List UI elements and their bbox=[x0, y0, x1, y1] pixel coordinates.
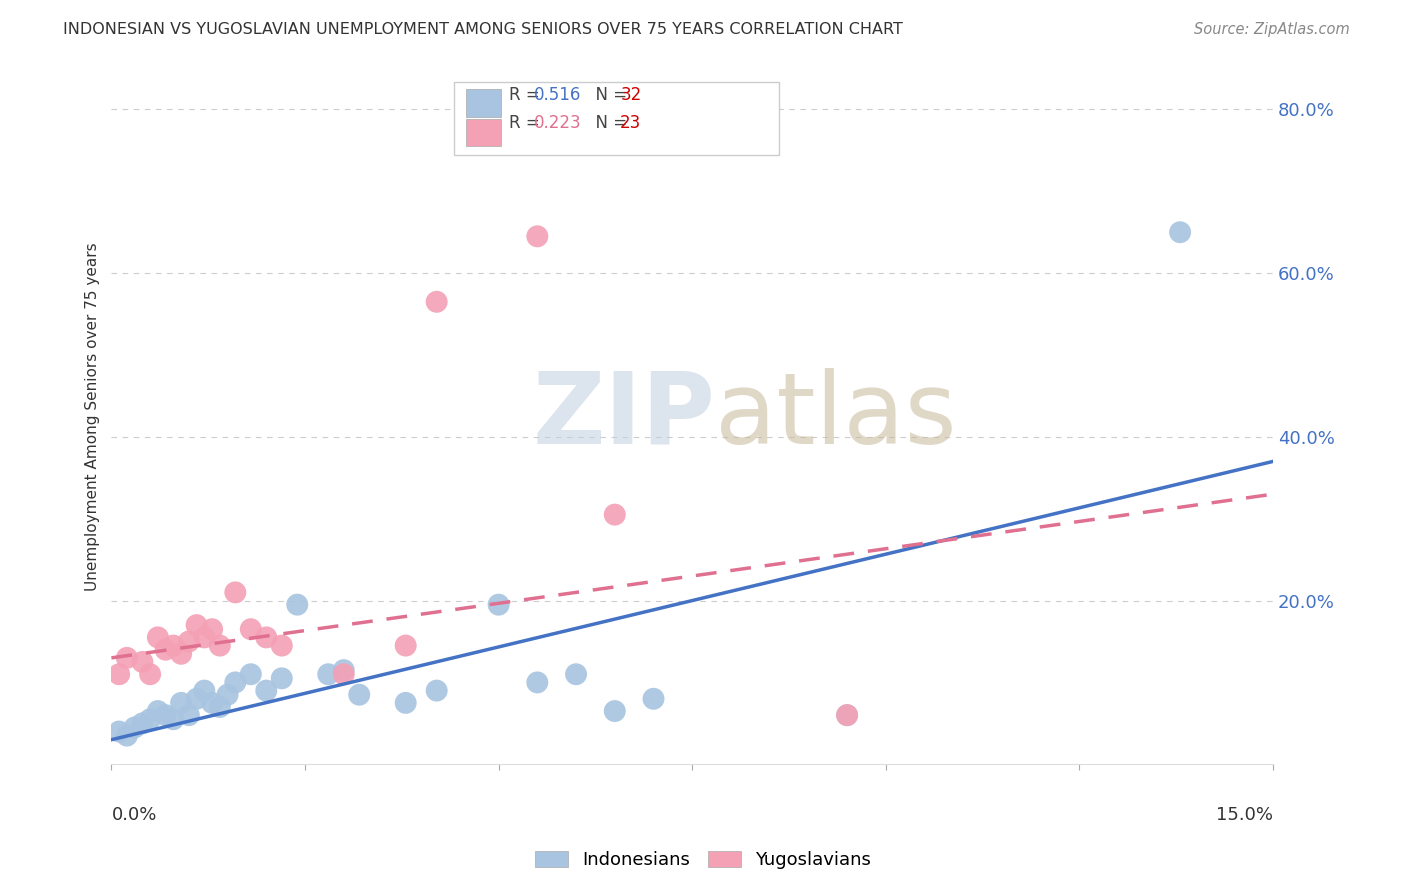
Point bbox=[201, 622, 224, 636]
Text: Source: ZipAtlas.com: Source: ZipAtlas.com bbox=[1194, 22, 1350, 37]
Point bbox=[193, 683, 215, 698]
Point bbox=[316, 667, 339, 681]
FancyBboxPatch shape bbox=[465, 89, 501, 117]
Point bbox=[565, 667, 588, 681]
Point bbox=[285, 598, 308, 612]
Point bbox=[488, 598, 510, 612]
Point bbox=[239, 622, 262, 636]
Point bbox=[254, 631, 277, 645]
Point bbox=[208, 700, 231, 714]
Point bbox=[186, 691, 208, 706]
Point bbox=[193, 631, 215, 645]
Point bbox=[426, 294, 449, 309]
Point bbox=[643, 691, 665, 706]
Text: ZIP: ZIP bbox=[533, 368, 716, 465]
Point bbox=[332, 663, 354, 677]
Point bbox=[155, 708, 177, 723]
Text: 0.516: 0.516 bbox=[534, 86, 582, 103]
Text: N =: N = bbox=[585, 114, 633, 132]
Text: R =: R = bbox=[509, 86, 544, 103]
Point bbox=[208, 639, 231, 653]
Point bbox=[332, 667, 354, 681]
Point bbox=[186, 618, 208, 632]
Point bbox=[177, 708, 200, 723]
FancyBboxPatch shape bbox=[465, 119, 501, 146]
Point bbox=[115, 729, 138, 743]
Point bbox=[177, 634, 200, 648]
Point bbox=[224, 585, 246, 599]
Point bbox=[139, 667, 162, 681]
Point bbox=[155, 642, 177, 657]
Text: INDONESIAN VS YUGOSLAVIAN UNEMPLOYMENT AMONG SENIORS OVER 75 YEARS CORRELATION C: INDONESIAN VS YUGOSLAVIAN UNEMPLOYMENT A… bbox=[63, 22, 903, 37]
Point bbox=[131, 655, 153, 669]
Point bbox=[426, 683, 449, 698]
Point bbox=[270, 671, 292, 685]
Point bbox=[395, 639, 418, 653]
Point bbox=[395, 696, 418, 710]
Point bbox=[224, 675, 246, 690]
Point bbox=[1168, 225, 1191, 239]
Point bbox=[347, 688, 370, 702]
Point bbox=[162, 712, 184, 726]
Point bbox=[835, 708, 858, 723]
Point bbox=[131, 716, 153, 731]
Text: N =: N = bbox=[585, 86, 633, 103]
Text: 0.0%: 0.0% bbox=[111, 806, 157, 824]
Point bbox=[835, 708, 858, 723]
Point bbox=[162, 639, 184, 653]
Text: R =: R = bbox=[509, 114, 544, 132]
Point bbox=[239, 667, 262, 681]
Point bbox=[170, 647, 193, 661]
Point bbox=[139, 712, 162, 726]
Text: 0.223: 0.223 bbox=[534, 114, 582, 132]
Point bbox=[254, 683, 277, 698]
Point bbox=[526, 229, 548, 244]
Point bbox=[603, 704, 626, 718]
Text: atlas: atlas bbox=[716, 368, 957, 465]
Point bbox=[146, 704, 169, 718]
Text: 32: 32 bbox=[620, 86, 641, 103]
Y-axis label: Unemployment Among Seniors over 75 years: Unemployment Among Seniors over 75 years bbox=[86, 242, 100, 591]
Point bbox=[146, 631, 169, 645]
Point bbox=[115, 651, 138, 665]
Point bbox=[124, 721, 146, 735]
Point bbox=[201, 696, 224, 710]
Point bbox=[526, 675, 548, 690]
Point bbox=[108, 667, 131, 681]
Text: 23: 23 bbox=[620, 114, 641, 132]
Point bbox=[217, 688, 239, 702]
Point bbox=[170, 696, 193, 710]
Point bbox=[108, 724, 131, 739]
Point bbox=[603, 508, 626, 522]
Text: 15.0%: 15.0% bbox=[1216, 806, 1272, 824]
FancyBboxPatch shape bbox=[454, 82, 779, 155]
Legend: Indonesians, Yugoslavians: Indonesians, Yugoslavians bbox=[526, 842, 880, 879]
Point bbox=[270, 639, 292, 653]
